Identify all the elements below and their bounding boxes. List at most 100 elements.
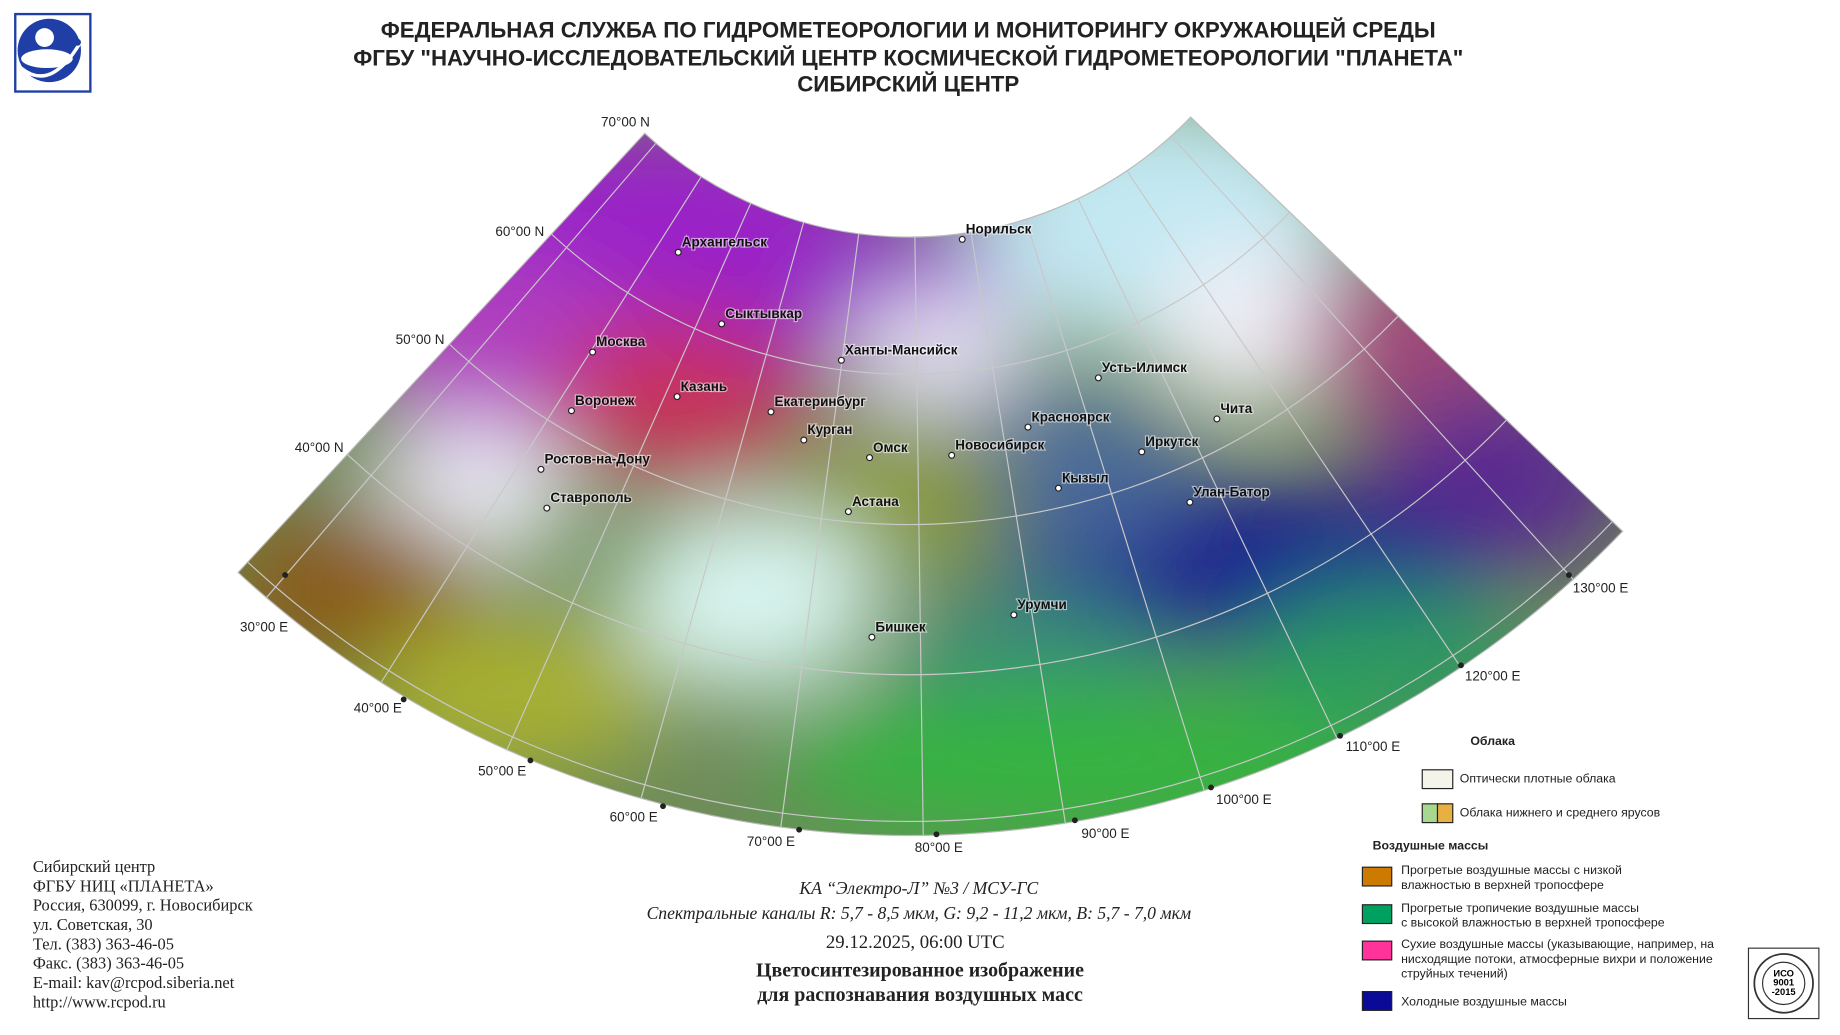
latitude-label: 40°00 N: [295, 440, 344, 455]
meridian: [374, 136, 727, 693]
legend-label: Облака нижнего и среднего ярусов: [1460, 806, 1660, 820]
city-label: Астана: [852, 494, 899, 509]
header-line: ФЕДЕРАЛЬНАЯ СЛУЖБА ПО ГИДРОМЕТЕОРОЛОГИИ …: [381, 18, 1436, 43]
meridian-dot: [1565, 572, 1572, 578]
city-dot: [1010, 611, 1018, 619]
parallel: [238, 483, 1623, 822]
graticule: [238, 117, 1623, 836]
longitude-label: 110°00 E: [1346, 739, 1401, 754]
legend-label: Холодные воздушные массы: [1401, 995, 1567, 1009]
meridian-dot: [1071, 817, 1078, 824]
city-dot: [543, 504, 551, 512]
legend-label: Прогретые воздушные массы с низкой: [1401, 863, 1622, 877]
legend-label: с высокой влажностью в верхней тропосфер…: [1401, 915, 1665, 929]
longitude-label: 50°00 E: [478, 764, 526, 779]
meridian-dot: [400, 696, 407, 703]
satellite-image: [238, 117, 1623, 836]
contact-line: ул. Советская, 30: [33, 915, 153, 934]
caption-title: Цветосинтезированное изображение: [756, 959, 1084, 981]
longitude-label: 70°00 E: [747, 834, 795, 849]
certificate-text: 9001: [1773, 978, 1794, 988]
latitude-label: 70°00 N: [601, 115, 650, 130]
legend-label: нисходящие потоки, атмосферные вихри и п…: [1401, 952, 1713, 966]
city-label: Чита: [1220, 401, 1252, 416]
meridian: [913, 190, 924, 836]
city-label: Норильск: [966, 222, 1032, 237]
legend-label: влажностью в верхней тропосфере: [1401, 878, 1604, 892]
longitude-label: 30°00 E: [240, 619, 288, 634]
meridian: [258, 117, 687, 607]
city-label: Улан-Батор: [1193, 484, 1269, 499]
legend-swatch: [1421, 803, 1439, 824]
city-dot: [1213, 415, 1221, 423]
legend-swatch: [1361, 866, 1393, 887]
city-dot: [567, 407, 575, 415]
legend-title: Воздушные массы: [1373, 839, 1489, 853]
header-line: СИБИРСКИЙ ЦЕНТР: [797, 72, 1019, 97]
parallel: [315, 387, 1537, 676]
longitude-label: 90°00 E: [1081, 826, 1129, 841]
city-dot: [844, 508, 852, 516]
city-label: Москва: [596, 334, 646, 349]
legend-label: струйных течений): [1401, 966, 1508, 980]
map-frame: [237, 116, 1624, 837]
city-dot: [958, 235, 966, 243]
longitude-label: 80°00 E: [915, 840, 963, 855]
contact-line: Тел. (383) 363-46-05: [33, 934, 174, 953]
contact-line: Россия, 630099, г. Новосибирск: [33, 896, 253, 915]
legend-swatch: [1421, 769, 1454, 790]
caption-channels: Спектральные каналы R: 5,7 - 8,5 мкм, G:…: [647, 903, 1191, 923]
meridian: [778, 187, 866, 836]
legend-swatch: [1436, 803, 1454, 824]
city-label: Ханты-Мансийск: [845, 342, 958, 357]
city-label: Казань: [681, 379, 728, 394]
meridian: [501, 160, 771, 761]
map-labels: 70°00 N 60°00 N 50°00 N 40°00 N 30°00 E 40°00…: [240, 115, 1628, 855]
header-line: ФГБУ "НАУЧНО-ИССЛЕДОВАТЕЛЬСКИЙ ЦЕНТР КОС…: [353, 46, 1463, 71]
legend: Облака Оптически плотные облака Облака н…: [1361, 734, 1714, 1011]
legend-label: Прогретые тропичекие воздушные массы: [1401, 901, 1639, 915]
contact-line: Факс. (383) 363-46-05: [33, 954, 184, 973]
contact-line: Сибирский центр: [33, 857, 155, 876]
certificate-text: ИСО: [1773, 968, 1794, 978]
city-label: Урумчи: [1017, 597, 1066, 612]
city-label: Омск: [873, 440, 908, 455]
city-dot: [718, 320, 726, 328]
city-dot: [1186, 498, 1194, 506]
city-dot: [1094, 374, 1102, 382]
legend-label: Сухие воздушные массы (указывающие, напр…: [1401, 937, 1714, 951]
meridian-dot: [527, 757, 534, 764]
contact-line: http://www.rcpod.ru: [33, 992, 166, 1011]
city-label: Сыктывкар: [725, 306, 802, 321]
certificate-text: -2015: [1772, 987, 1796, 997]
city-dot: [800, 436, 808, 444]
meridian: [1139, 117, 1582, 589]
city-label: Красноярск: [1031, 409, 1109, 424]
longitude-label: 120°00 E: [1465, 669, 1521, 684]
city-label: Бишкек: [875, 619, 925, 634]
certificate: [1747, 947, 1820, 1020]
meridian-dot: [282, 572, 289, 578]
longitude-label: 40°00 E: [354, 700, 402, 715]
city-label: Воронеж: [575, 393, 635, 408]
city-label: Ростов-на-Дону: [544, 452, 650, 467]
logo: [14, 12, 92, 93]
longitude-label: 130°00 E: [1573, 581, 1629, 596]
latitude-label: 60°00 N: [495, 224, 544, 239]
meridian: [637, 177, 817, 810]
meridian-dot: [1208, 784, 1214, 791]
city-label: Архангельск: [682, 234, 767, 249]
meridian: [1057, 156, 1343, 750]
caption-title: для распознавания воздушных масс: [757, 984, 1083, 1006]
meridian: [962, 185, 1068, 835]
legend-swatch: [1361, 990, 1393, 1011]
contact-line: E-mail: kav@rcpod.siberia.net: [33, 973, 235, 992]
legend-swatch: [1361, 940, 1393, 961]
city-dot: [537, 465, 545, 473]
caption-satellite: КА “Электро-Л” №3 / МСУ-ГС: [798, 878, 1038, 898]
meridian: [1011, 174, 1209, 802]
contact-line: ФГБУ НИЦ «ПЛАНЕТА»: [33, 876, 214, 895]
